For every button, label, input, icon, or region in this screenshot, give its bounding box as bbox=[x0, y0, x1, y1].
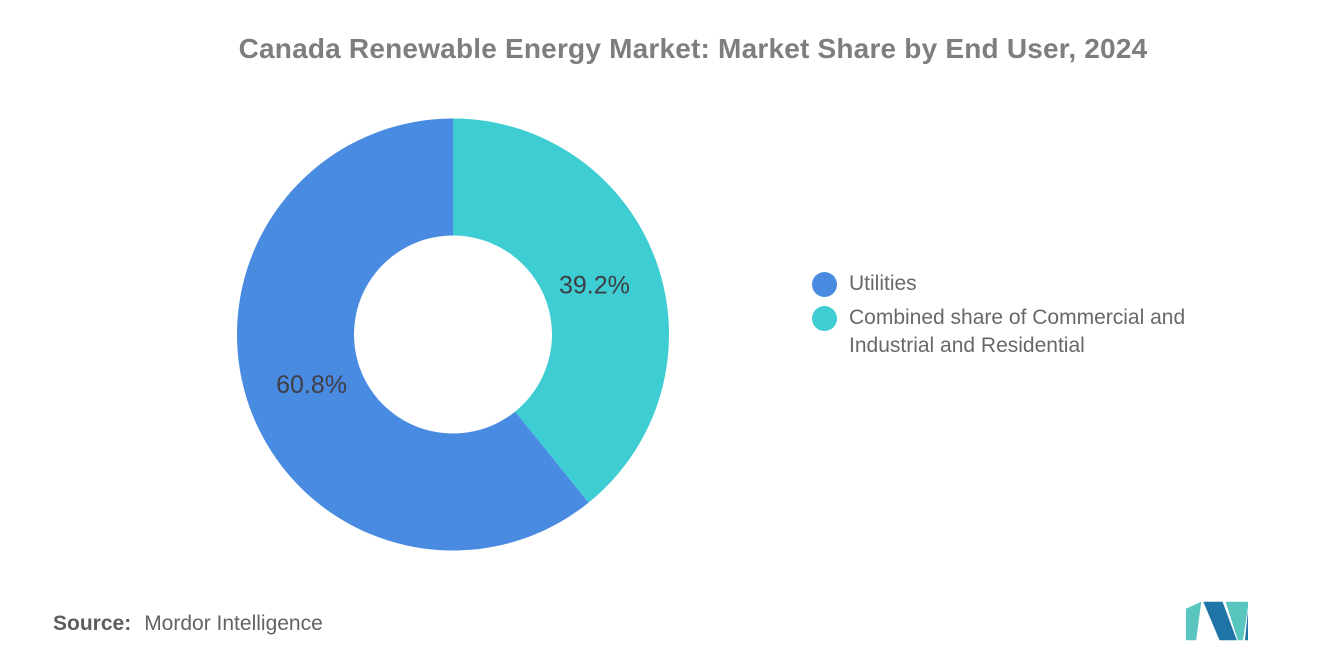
chart-legend: Utilities Combined share of Commercial a… bbox=[812, 270, 1229, 360]
logo-teal-left-shape bbox=[1186, 601, 1202, 641]
legend-item-combined: Combined share of Commercial and Industr… bbox=[812, 304, 1229, 360]
donut-slice bbox=[237, 118, 589, 551]
slice-data-label: 39.2% bbox=[559, 271, 630, 299]
legend-label: Utilities bbox=[849, 272, 917, 295]
mordor-intelligence-logo bbox=[1186, 601, 1248, 641]
donut-slice bbox=[453, 118, 669, 503]
logo-blue-right-shape bbox=[1244, 610, 1248, 641]
chart-title: Canada Renewable Energy Market: Market S… bbox=[238, 33, 1148, 64]
legend-swatch-utilities-icon bbox=[812, 272, 837, 297]
logo-blue-left-shape bbox=[1203, 601, 1237, 641]
source-label: Source: bbox=[53, 612, 132, 635]
legend-item-utilities: Utilities bbox=[812, 270, 1229, 298]
logo-teal-right-shape bbox=[1225, 601, 1248, 641]
source-attribution: Source: Mordor Intelligence bbox=[53, 612, 323, 636]
slice-data-label: 60.8% bbox=[276, 371, 347, 399]
source-value: Mordor Intelligence bbox=[144, 612, 323, 635]
legend-label: Combined share of Commercial and Industr… bbox=[849, 306, 1186, 357]
legend-swatch-combined-icon bbox=[812, 306, 837, 331]
